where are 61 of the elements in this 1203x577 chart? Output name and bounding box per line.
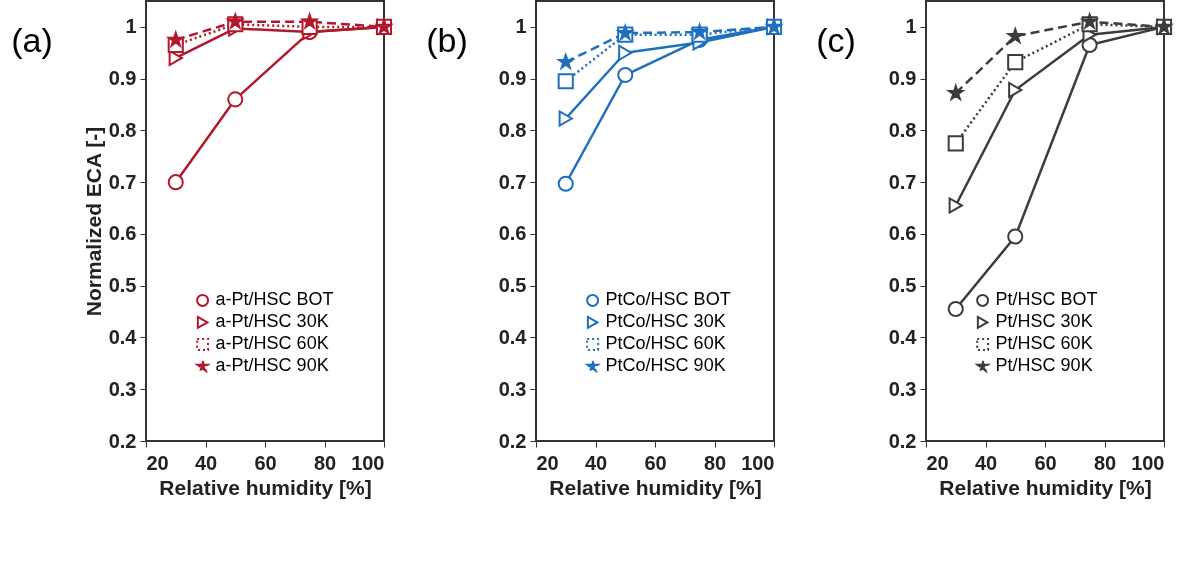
legend-label: PtCo/HSC BOT bbox=[605, 289, 731, 310]
x-axis-title: Relative humidity [%] bbox=[939, 475, 1152, 499]
y-tick-label: 0.2 bbox=[108, 429, 137, 452]
x-tick-label: 100 bbox=[1131, 451, 1165, 474]
legend-label: Pt/HSC BOT bbox=[995, 289, 1098, 310]
legend-label: a-Pt/HSC 60K bbox=[215, 333, 329, 354]
text: (b) bbox=[426, 21, 468, 59]
x-tick-label: 40 bbox=[974, 451, 998, 474]
x-tick-label: 20 bbox=[146, 451, 169, 474]
x-tick-label: 20 bbox=[536, 451, 559, 474]
y-tick-label: 0.6 bbox=[888, 222, 917, 245]
y-tick-label: 0.2 bbox=[888, 429, 917, 452]
x-tick-label: 40 bbox=[584, 451, 608, 474]
legend-label: a-Pt/HSC BOT bbox=[215, 289, 334, 310]
y-tick-label: 0.7 bbox=[108, 170, 137, 193]
y-tick-label: 0.8 bbox=[888, 118, 917, 141]
x-axis-title: Relative humidity [%] bbox=[549, 475, 762, 499]
y-tick-label: 0.3 bbox=[498, 377, 527, 400]
y-tick-label: 0.4 bbox=[888, 325, 918, 348]
y-tick-label: 0.8 bbox=[108, 118, 137, 141]
y-tick-label: 1 bbox=[905, 15, 917, 38]
x-tick-label: 80 bbox=[1093, 451, 1117, 474]
y-tick-label: 0.5 bbox=[498, 274, 527, 297]
x-tick-label: 60 bbox=[1034, 451, 1057, 474]
y-tick-label: 0.5 bbox=[888, 274, 917, 297]
y-tick-label: 0.3 bbox=[108, 377, 137, 400]
text: (c) bbox=[816, 21, 856, 59]
legend-label: a-Pt/HSC 90K bbox=[215, 355, 329, 376]
text: (a) bbox=[11, 21, 53, 59]
y-tick-label: 0.9 bbox=[498, 67, 527, 90]
x-tick-label: 60 bbox=[254, 451, 277, 474]
x-tick-label: 80 bbox=[313, 451, 337, 474]
y-tick-label: 0.5 bbox=[108, 274, 137, 297]
y-tick-label: 0.7 bbox=[888, 170, 917, 193]
x-tick-label: 80 bbox=[703, 451, 727, 474]
y-tick-label: 0.9 bbox=[888, 67, 917, 90]
y-tick-label: 0.8 bbox=[498, 118, 527, 141]
y-tick-label: 0.6 bbox=[108, 222, 137, 245]
legend-label: a-Pt/HSC 30K bbox=[215, 311, 329, 332]
legend-label: Pt/HSC 90K bbox=[995, 355, 1093, 376]
x-tick-label: 100 bbox=[351, 451, 385, 474]
y-tick-label: 0.2 bbox=[498, 429, 527, 452]
y-tick-label: 0.3 bbox=[888, 377, 917, 400]
x-tick-label: 40 bbox=[194, 451, 218, 474]
y-tick-label: 0.4 bbox=[498, 325, 528, 348]
legend-label: Pt/HSC 60K bbox=[995, 333, 1093, 354]
x-tick-label: 20 bbox=[926, 451, 949, 474]
y-tick-label: 0.9 bbox=[108, 67, 137, 90]
y-tick-label: 0.6 bbox=[498, 222, 527, 245]
y-axis-title: Normalized ECA [-] bbox=[81, 126, 105, 317]
x-tick-label: 60 bbox=[644, 451, 667, 474]
legend-label: PtCo/HSC 30K bbox=[605, 311, 726, 332]
x-axis-title: Relative humidity [%] bbox=[159, 475, 372, 499]
legend-label: PtCo/HSC 90K bbox=[605, 355, 726, 376]
legend-label: Pt/HSC 30K bbox=[995, 311, 1093, 332]
y-tick-label: 0.4 bbox=[108, 325, 138, 348]
y-tick-label: 0.7 bbox=[498, 170, 527, 193]
legend-label: PtCo/HSC 60K bbox=[605, 333, 726, 354]
y-tick-label: 1 bbox=[125, 15, 137, 38]
y-tick-label: 1 bbox=[515, 15, 527, 38]
x-tick-label: 100 bbox=[741, 451, 775, 474]
